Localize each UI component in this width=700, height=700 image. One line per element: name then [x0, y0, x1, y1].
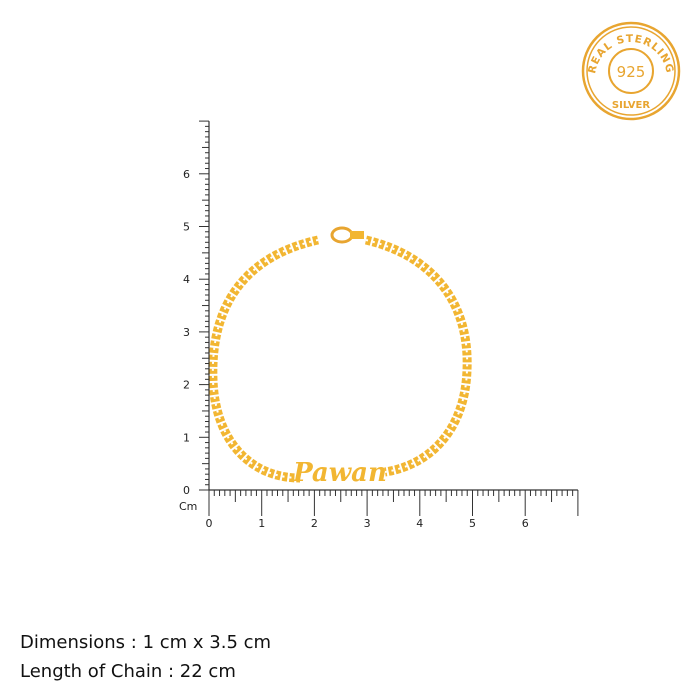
vertical-tick-label: 2 [183, 379, 190, 392]
vertical-tick-label: 4 [183, 273, 190, 286]
vertical-tick-label: 5 [183, 221, 190, 234]
vertical-tick-label: 3 [183, 326, 190, 339]
clasp [330, 226, 354, 244]
horizontal-tick-label: 5 [469, 517, 476, 530]
vertical-tick-label: 0 [183, 484, 190, 497]
badge-bottom-text: SILVER [612, 100, 650, 111]
measurement-ruler: 0 1 2 3 4 5 6 0 1 2 3 4 5 6 Cm [179, 120, 579, 530]
horizontal-tick-label: 4 [416, 517, 423, 530]
horizontal-tick-label: 0 [206, 517, 213, 530]
horizontal-tick-label: 3 [364, 517, 371, 530]
horizontal-tick-label: 1 [258, 517, 265, 530]
chain-length-text: Length of Chain : 22 cm [20, 661, 236, 682]
horizontal-tick-label: 6 [522, 517, 529, 530]
badge-center-text: 925 [617, 63, 646, 81]
vertical-tick-label: 6 [183, 168, 190, 181]
bracelet-image: Pawan [208, 226, 472, 488]
dimensions-text: Dimensions : 1 cm x 3.5 cm [20, 632, 272, 653]
name-plate: Pawan [292, 458, 387, 488]
vertical-tick-label: 1 [183, 431, 190, 444]
sterling-silver-badge: REAL STERLING 925 SILVER [581, 21, 681, 121]
horizontal-tick-label: 2 [311, 517, 318, 530]
unit-label: Cm [179, 500, 197, 513]
